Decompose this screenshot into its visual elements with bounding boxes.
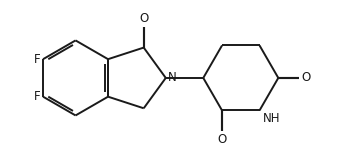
Text: F: F <box>34 90 40 103</box>
Text: F: F <box>34 53 40 66</box>
Text: NH: NH <box>263 112 281 125</box>
Text: N: N <box>168 71 177 84</box>
Text: O: O <box>139 12 148 25</box>
Text: O: O <box>218 133 227 146</box>
Text: O: O <box>301 71 311 84</box>
